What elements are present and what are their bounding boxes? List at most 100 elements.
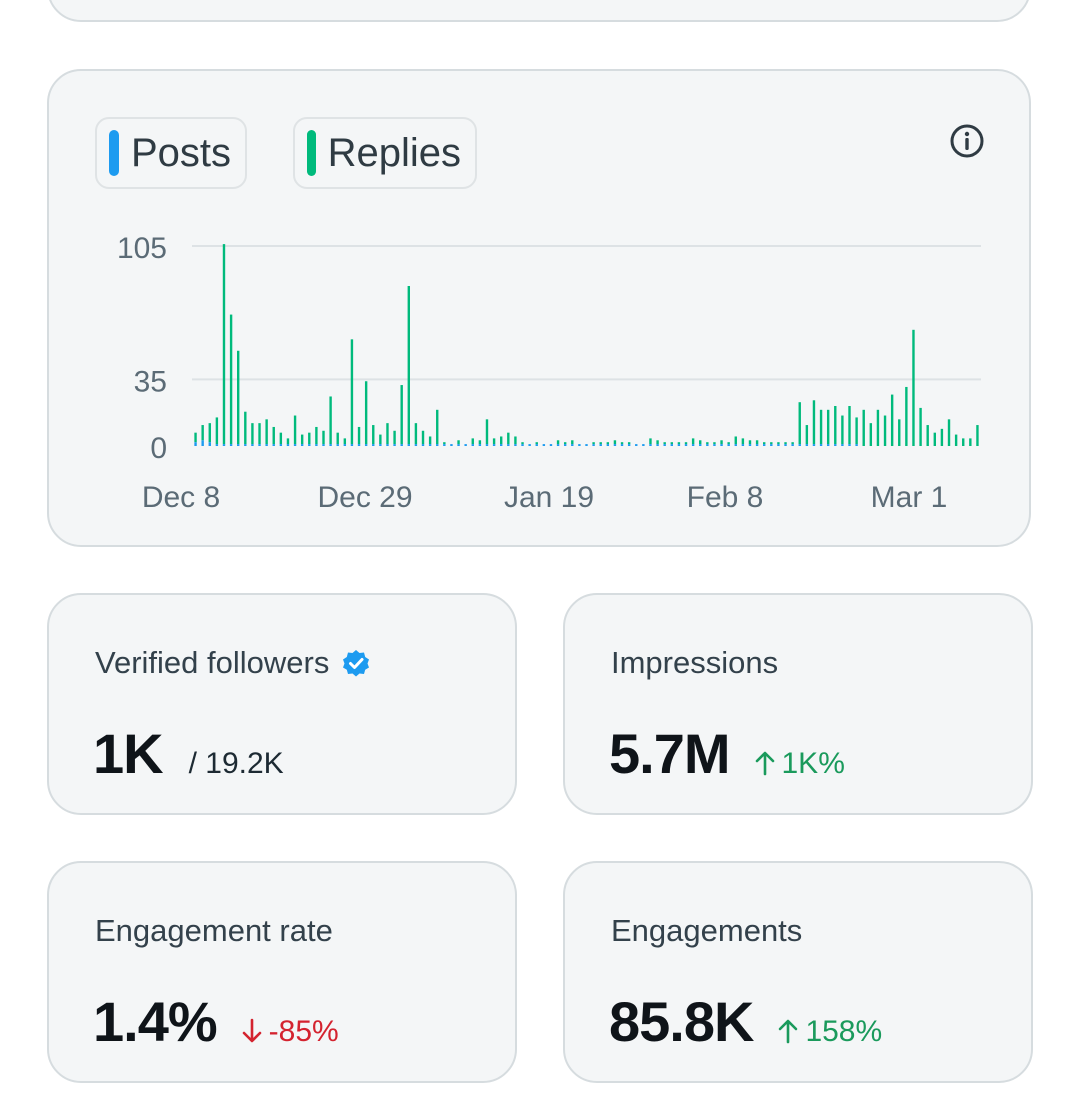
posts-bar — [393, 444, 396, 446]
replies-bar — [713, 442, 716, 445]
replies-bar — [556, 440, 560, 445]
replies-bar — [407, 286, 410, 445]
posts-bar — [251, 444, 254, 446]
engagement-rate-delta-value: -85% — [268, 1015, 339, 1048]
replies-bar — [372, 425, 375, 445]
posts-bar — [542, 444, 546, 446]
replies-bar — [805, 425, 809, 445]
posts-bar — [635, 444, 638, 446]
replies-bar — [677, 442, 681, 445]
engagements-label: Engagements — [611, 913, 803, 948]
verified-followers-card[interactable]: Verified followers 1K / 19.2K — [47, 593, 517, 815]
posts-bar — [265, 444, 268, 446]
replies-bar — [876, 409, 880, 446]
posts-bar — [798, 444, 801, 446]
posts-bar — [492, 444, 496, 446]
replies-bar — [322, 430, 325, 445]
replies-bar — [386, 423, 389, 445]
posts-bar — [222, 444, 226, 446]
posts-bar — [727, 444, 730, 446]
legend-posts-toggle[interactable]: Posts — [95, 117, 247, 189]
posts-bar — [763, 444, 766, 446]
legend-replies-label: Replies — [327, 130, 461, 175]
replies-bar — [898, 419, 901, 446]
replies-bar — [251, 423, 254, 445]
replies-bar — [663, 442, 666, 445]
x-tick-label: Dec 29 — [317, 481, 412, 514]
posts-bar — [627, 444, 631, 446]
posts-bar — [286, 444, 290, 446]
posts-bar — [215, 444, 219, 446]
posts-bar — [649, 444, 652, 446]
posts-bar — [343, 444, 347, 446]
legend-posts-label: Posts — [130, 130, 231, 175]
posts-bar — [592, 444, 595, 446]
replies-bar — [869, 423, 873, 446]
posts-bar — [464, 444, 467, 446]
replies-bar — [940, 428, 944, 446]
y-tick-label: 35 — [134, 365, 167, 398]
replies-bar — [229, 314, 233, 445]
posts-bar — [300, 444, 304, 446]
replies-bar — [656, 440, 659, 445]
x-tick-label: Feb 8 — [687, 481, 764, 514]
impressions-card[interactable]: Impressions 5.7M 1K% — [563, 593, 1033, 815]
replies-bar — [763, 442, 766, 445]
replies-bar — [770, 442, 773, 445]
replies-bar — [364, 381, 368, 445]
posts-bar — [315, 444, 318, 446]
replies-bar — [649, 438, 652, 445]
replies-bar — [308, 432, 311, 445]
posts-bar — [585, 444, 588, 446]
replies-bar — [258, 423, 261, 445]
posts-bar — [514, 444, 517, 446]
replies-bar — [500, 436, 503, 445]
replies-bar — [962, 438, 965, 446]
posts-bar — [606, 444, 610, 446]
impressions-value-row: 5.7M 1K% — [609, 721, 845, 786]
posts-bar — [279, 444, 283, 446]
posts-bar — [428, 444, 432, 446]
replies-bar — [905, 386, 908, 446]
posts-bar — [535, 444, 538, 446]
posts-bar — [826, 444, 830, 446]
replies-bar — [699, 440, 702, 445]
info-icon[interactable] — [949, 123, 985, 159]
engagement-rate-card[interactable]: Engagement rate 1.4% -85% — [47, 861, 517, 1083]
engagements-card[interactable]: Engagements 85.8K 158% — [563, 861, 1033, 1083]
replies-bar — [350, 339, 354, 445]
replies-bar — [883, 415, 887, 446]
posts-bar — [400, 444, 403, 446]
posts-bar — [329, 444, 332, 446]
replies-bar — [443, 442, 446, 445]
activity-chart-card: Posts Replies 105 35 0 Dec 8 Dec 29 Jan 19 Feb… — [47, 69, 1031, 547]
engagement-rate-value: 1.4% — [93, 990, 218, 1053]
arrow-up-icon — [779, 1019, 798, 1044]
replies-bar — [691, 438, 695, 445]
x-tick-label: Dec 8 — [142, 481, 220, 514]
replies-bar — [855, 417, 858, 445]
posts-bar — [713, 444, 716, 446]
replies-bar — [976, 425, 979, 446]
verified-followers-label: Verified followers — [95, 645, 330, 680]
replies-bar — [222, 244, 226, 445]
replies-bar — [706, 442, 709, 445]
posts-bar — [841, 444, 844, 446]
replies-bar — [834, 406, 837, 445]
replies-bar — [379, 434, 382, 445]
posts-bar — [670, 444, 673, 446]
posts-bar — [748, 444, 752, 446]
posts-bar — [272, 444, 275, 446]
posts-bar — [258, 444, 261, 446]
replies-bar — [734, 436, 737, 445]
y-tick-label: 0 — [150, 432, 167, 465]
posts-bar — [357, 444, 361, 446]
posts-bar — [563, 444, 567, 446]
legend-replies-toggle[interactable]: Replies — [293, 117, 477, 189]
replies-bar — [336, 432, 339, 445]
posts-bar — [613, 444, 617, 446]
replies-bar — [393, 430, 396, 445]
replies-bar — [293, 415, 297, 445]
engagement-rate-label: Engagement rate — [95, 913, 333, 948]
replies-bar — [826, 409, 830, 445]
